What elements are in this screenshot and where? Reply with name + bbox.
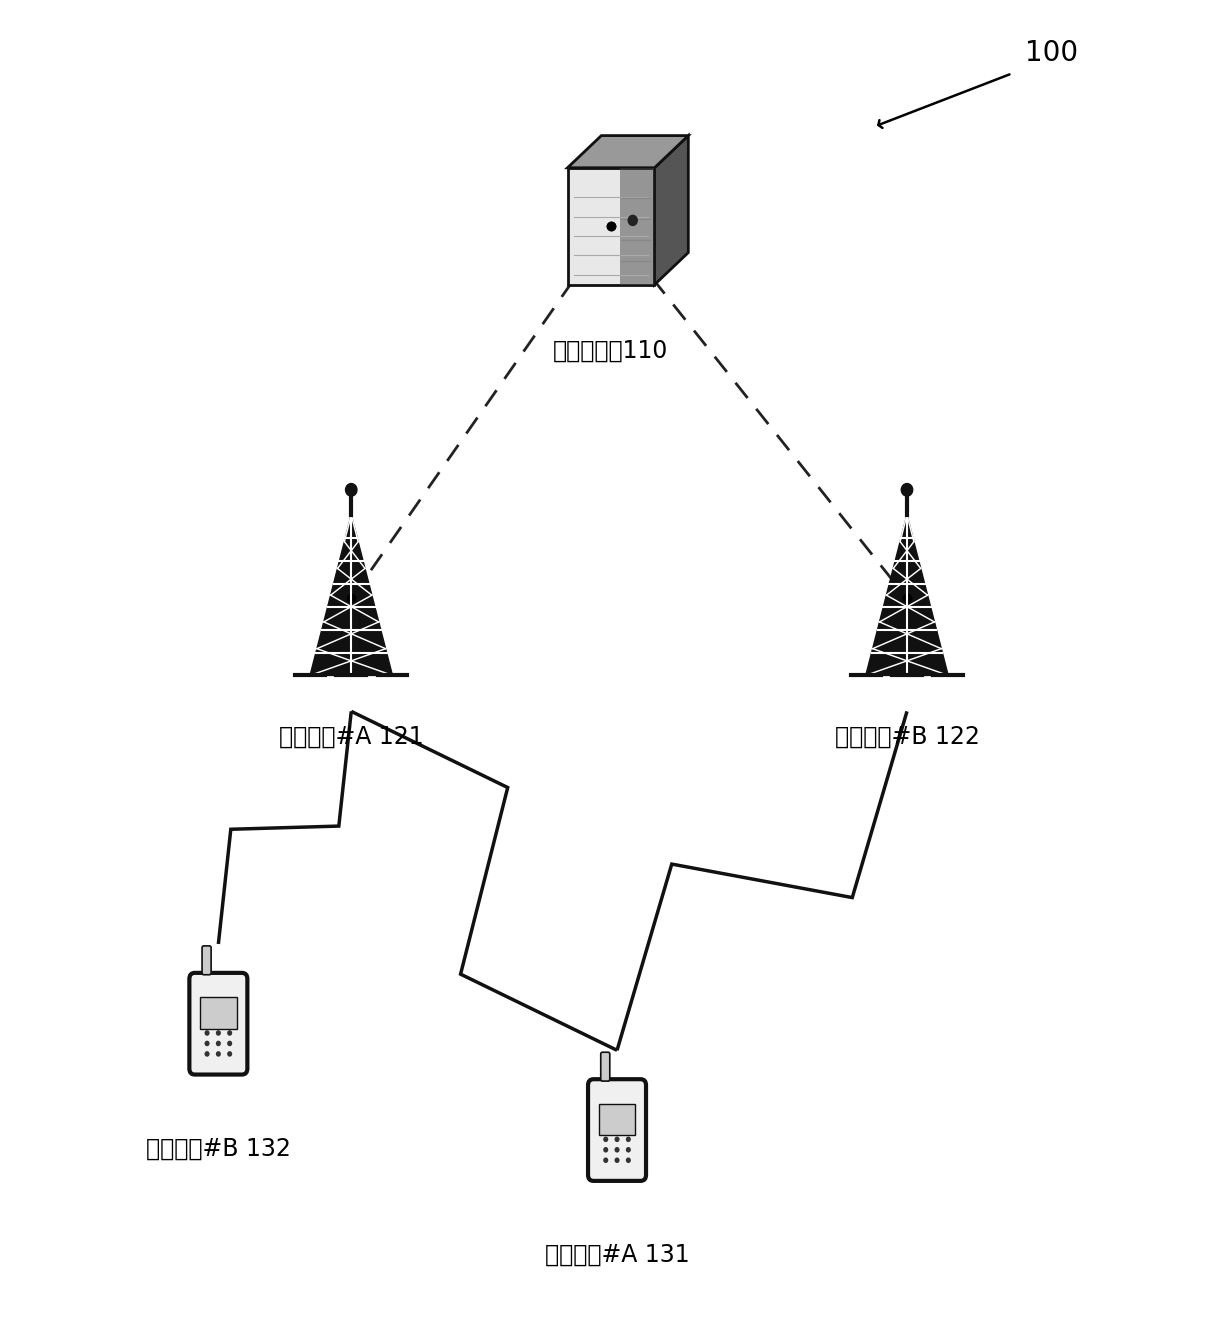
Circle shape — [204, 1052, 210, 1057]
Circle shape — [227, 1052, 232, 1057]
Polygon shape — [655, 136, 688, 285]
Text: 终端设备#B 132: 终端设备#B 132 — [145, 1136, 291, 1160]
Circle shape — [204, 1041, 210, 1046]
Circle shape — [346, 483, 357, 496]
Circle shape — [216, 1052, 221, 1057]
Circle shape — [615, 1147, 620, 1152]
Circle shape — [216, 1030, 221, 1035]
Circle shape — [604, 1136, 609, 1142]
Circle shape — [227, 1041, 232, 1046]
FancyBboxPatch shape — [200, 998, 237, 1029]
Polygon shape — [567, 136, 688, 168]
Polygon shape — [310, 514, 392, 676]
FancyBboxPatch shape — [202, 945, 211, 975]
Polygon shape — [567, 168, 655, 285]
Circle shape — [615, 1136, 620, 1142]
Circle shape — [626, 1136, 631, 1142]
Circle shape — [615, 1158, 620, 1163]
Text: 网络控制器110: 网络控制器110 — [554, 340, 668, 363]
Circle shape — [604, 1158, 609, 1163]
Circle shape — [604, 1147, 609, 1152]
Circle shape — [204, 1030, 210, 1035]
Circle shape — [216, 1041, 221, 1046]
Text: 网络设备#B 122: 网络设备#B 122 — [835, 725, 979, 748]
Text: 终端设备#A 131: 终端设备#A 131 — [545, 1244, 689, 1266]
FancyBboxPatch shape — [601, 1052, 610, 1081]
FancyBboxPatch shape — [189, 972, 247, 1074]
Circle shape — [902, 483, 913, 496]
FancyBboxPatch shape — [588, 1080, 646, 1180]
Text: 100: 100 — [1025, 39, 1079, 67]
Circle shape — [628, 215, 638, 226]
FancyBboxPatch shape — [599, 1104, 635, 1135]
Circle shape — [626, 1158, 631, 1163]
Polygon shape — [620, 168, 655, 285]
Polygon shape — [865, 514, 948, 676]
Text: 网络设备#A 121: 网络设备#A 121 — [279, 725, 424, 748]
Circle shape — [626, 1147, 631, 1152]
Circle shape — [227, 1030, 232, 1035]
